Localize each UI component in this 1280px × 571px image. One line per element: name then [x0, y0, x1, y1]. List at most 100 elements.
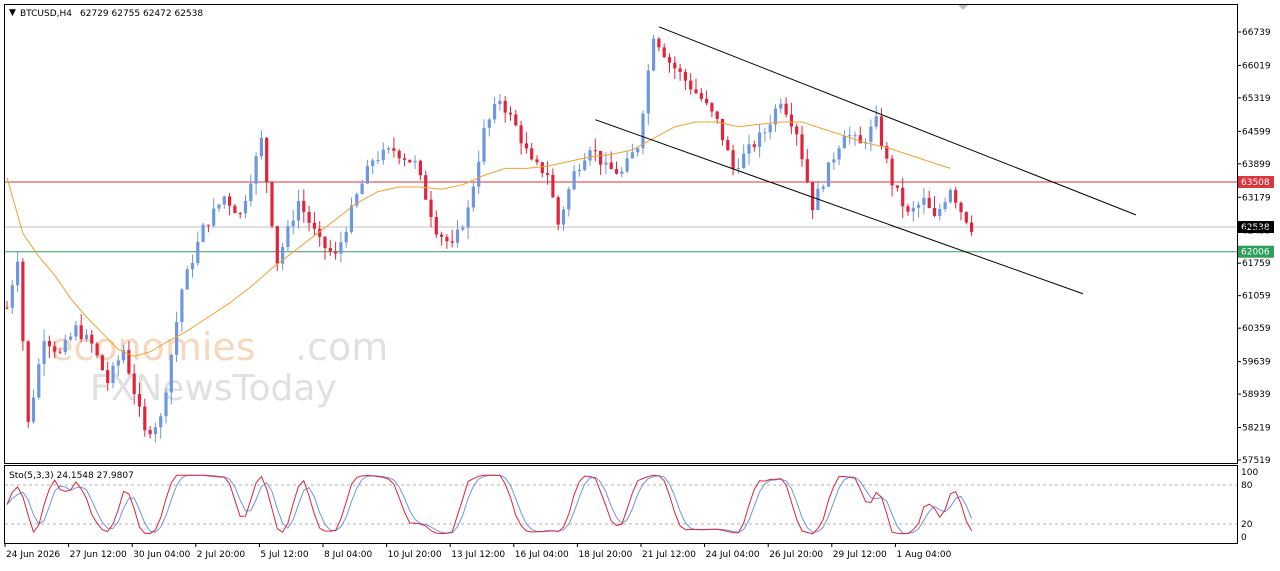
candle-body [434, 217, 438, 235]
candle-body [879, 116, 884, 147]
price-tick-label: 63899 [1242, 160, 1271, 170]
time-tick-label: 18 Jul 20:00 [578, 550, 632, 560]
candle-body [318, 228, 322, 237]
candle-body [805, 159, 809, 183]
candle-body [503, 100, 507, 113]
candle-body [705, 98, 709, 104]
chart-shift-icon[interactable] [958, 5, 968, 10]
candle-body [901, 187, 905, 207]
candle-body [530, 148, 534, 160]
candle-body [233, 205, 237, 214]
candle-body [710, 103, 714, 112]
candle-body [885, 146, 889, 159]
candle-body [440, 234, 444, 237]
candle-body [540, 162, 544, 174]
candle-body [365, 165, 369, 184]
candle-body [662, 47, 666, 58]
candle-body [726, 140, 730, 151]
candle-body [588, 150, 592, 161]
price-tick-label: 58939 [1242, 390, 1271, 400]
candle-body [53, 346, 57, 352]
price-tick-label: 62459 [1242, 227, 1271, 237]
stochastic-main-line [6, 474, 973, 535]
candle-body [604, 162, 608, 165]
candle-body [355, 194, 359, 206]
stochastic-label: Sto(5,3,3) 24.1548 27.9807 [9, 471, 134, 481]
candle-body [683, 71, 687, 81]
candle-body [254, 156, 258, 184]
current-price-label: 62538 [1241, 223, 1270, 233]
candle-body [450, 241, 454, 243]
candle-body [132, 373, 136, 395]
candle-body [26, 341, 30, 422]
candle-body [302, 200, 306, 212]
candle-body [546, 173, 550, 175]
candle-body [222, 196, 226, 205]
candle-body [397, 150, 401, 159]
candle-body [291, 220, 295, 227]
candle-body [848, 135, 852, 137]
candle-body [641, 113, 645, 149]
candle-body [689, 80, 693, 90]
candle-body [127, 350, 131, 374]
candle-body [47, 340, 51, 347]
candle-body [922, 197, 926, 205]
candle-body [842, 136, 846, 149]
candle-body [508, 112, 513, 115]
candle-body [381, 149, 385, 161]
candle-body [779, 103, 783, 109]
price-tick-label: 61059 [1242, 292, 1271, 302]
candle-body [821, 186, 825, 189]
watermark-logo: economies .com FXNewsToday [50, 325, 388, 409]
candle-body [800, 134, 804, 160]
candle-body [906, 206, 910, 212]
candle-body [10, 285, 14, 308]
time-tick-label: 5 Jul 12:00 [260, 550, 309, 560]
time-tick-label: 1 Aug 04:00 [896, 550, 951, 560]
candle-body [360, 183, 364, 195]
resistance-level-label: 63508 [1241, 178, 1270, 188]
candle-body [275, 226, 279, 264]
candle-body [137, 394, 142, 407]
price-axis[interactable]: 66739 66019 65319 64599 63899 63179 62459 61759… [1237, 28, 1271, 466]
candle-body [853, 135, 857, 137]
candle-body [42, 340, 46, 365]
menu-triangle-icon[interactable]: ▼ [9, 8, 16, 18]
candle-body [583, 160, 587, 170]
time-tick-label: 10 Jul 20:00 [388, 550, 442, 560]
price-tick-label: 57519 [1242, 456, 1271, 466]
candle-body [344, 231, 348, 243]
candle-body [228, 196, 232, 206]
candle-body [74, 325, 78, 337]
candle-body [599, 150, 603, 165]
candle-body [789, 114, 793, 127]
stochastic-tick-label: 100 [1241, 468, 1258, 478]
candle-body [636, 148, 640, 153]
candle-body [948, 190, 952, 203]
candle-body [418, 160, 422, 176]
time-tick-label: 24 Jul 04:00 [706, 550, 760, 560]
candle-body [153, 427, 157, 435]
candle-body [334, 251, 338, 254]
candle-body [265, 137, 269, 183]
candle-body [869, 126, 873, 142]
time-axis[interactable]: 24 Jun 2026 27 Jun 12:00 30 Jun 04:00 2 Jul… [4, 543, 952, 560]
candle-body [466, 207, 470, 228]
price-tick-label: 61759 [1242, 259, 1271, 269]
candle-body [243, 201, 248, 214]
candle-body [286, 226, 290, 247]
time-tick-label: 8 Jul 04:00 [324, 550, 373, 560]
candle-body [461, 227, 465, 230]
candle-body [630, 152, 634, 159]
candle-body [477, 161, 481, 187]
candle-body [567, 189, 571, 210]
ohlc-label: 62729 62755 62472 62538 [80, 9, 203, 19]
candle-body [217, 204, 221, 209]
candle-body [307, 211, 311, 223]
candle-body [296, 200, 301, 221]
channel-lower-line [595, 119, 1084, 295]
candle-body [445, 236, 449, 242]
candle-body [551, 174, 555, 198]
candle-body [699, 93, 703, 99]
candle-body [535, 159, 539, 163]
